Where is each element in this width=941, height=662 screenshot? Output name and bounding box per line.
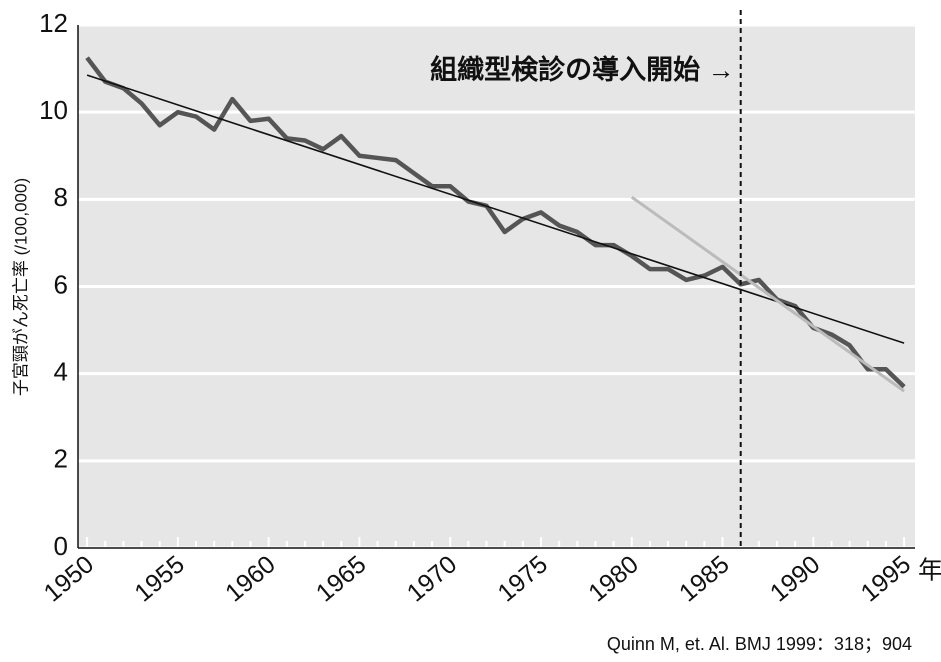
annotation: 組織型検診の導入開始 → <box>430 54 735 85</box>
trend-line <box>630 195 905 393</box>
trend-line <box>86 74 905 344</box>
y-tick-label: 6 <box>54 269 68 299</box>
x-tick-label: 1995 <box>856 550 917 607</box>
x-tick-label: 1965 <box>311 550 372 607</box>
x-unit: 年 <box>918 557 941 585</box>
x-tick-label: 1990 <box>765 550 826 607</box>
x-tick-label: 1975 <box>492 550 553 607</box>
y-tick-label: 2 <box>54 444 68 474</box>
y-tick-label: 4 <box>54 357 68 387</box>
x-tick-label: 1955 <box>129 550 190 607</box>
x-tick-label: 1950 <box>39 550 100 607</box>
source: Quinn M, et. Al. BMJ 1999：318；904 <box>607 634 912 654</box>
y-tick-label: 12 <box>39 8 68 38</box>
x-tick-label: 1970 <box>402 550 463 607</box>
x-tick-label: 1960 <box>220 550 281 607</box>
x-tick-label: 1980 <box>583 550 644 607</box>
data-line <box>85 56 906 389</box>
y-axis-label: 子宮頸がん死亡率 (/100,000) <box>11 178 30 396</box>
y-tick-label: 10 <box>39 95 68 125</box>
x-tick-label: 1985 <box>674 550 735 607</box>
y-tick-label: 8 <box>54 182 68 212</box>
y-tick-label: 0 <box>54 531 68 561</box>
